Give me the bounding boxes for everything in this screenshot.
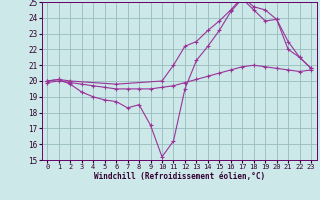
X-axis label: Windchill (Refroidissement éolien,°C): Windchill (Refroidissement éolien,°C) [94, 172, 265, 181]
